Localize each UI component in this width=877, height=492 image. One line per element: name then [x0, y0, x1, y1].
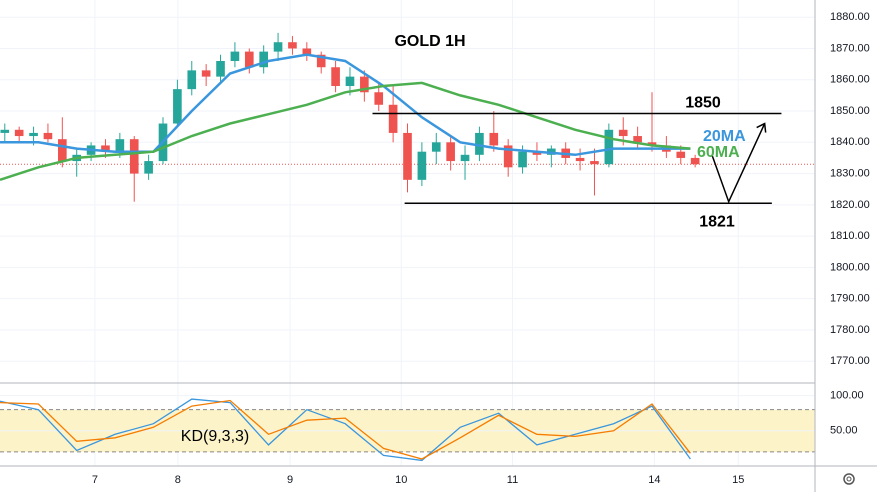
y-tick-label: 1810.00 [830, 230, 870, 242]
candle-body [58, 139, 67, 162]
candle-body [173, 89, 182, 124]
candle-body [316, 54, 326, 68]
candle-body [431, 142, 441, 152]
arrow-head [756, 122, 767, 133]
candle-body [115, 139, 125, 152]
y-tick-label: 50.00 [830, 425, 858, 437]
x-tick-label: 11 [507, 474, 518, 486]
grid [0, 0, 815, 466]
x-tick-label: 9 [287, 474, 293, 486]
y-tick-label: 1860.00 [830, 74, 870, 86]
y-tick-label: 1820.00 [830, 199, 870, 211]
candle-body [302, 48, 312, 55]
candle-body [14, 129, 24, 137]
candle-body [230, 51, 240, 61]
candle-body [575, 157, 585, 162]
candle-body [460, 154, 470, 162]
y-tick-label: 1790.00 [830, 293, 870, 305]
y-tick-label: 1840.00 [830, 136, 870, 148]
settings-icon[interactable] [843, 473, 855, 485]
x-tick-label: 7 [92, 474, 98, 486]
ma-line [0, 53, 691, 157]
legend-entry: 60MA [697, 144, 740, 161]
candle-body [129, 139, 139, 174]
candle-body [489, 132, 499, 146]
candle-body [417, 151, 427, 180]
y-tick-label: 1780.00 [830, 324, 870, 336]
candle-body [590, 161, 599, 165]
candle-body [633, 136, 642, 143]
candle-body [259, 51, 268, 68]
candle-body [604, 129, 614, 165]
candle-body [0, 129, 10, 133]
candle-body [101, 145, 110, 152]
chart-title: GOLD 1H [394, 33, 465, 50]
y-tick-label: 1880.00 [830, 11, 870, 23]
candle-body [345, 76, 355, 87]
candle-body [403, 132, 412, 180]
candle-body [360, 76, 369, 93]
candle-body [475, 132, 484, 155]
candle-body [647, 142, 657, 146]
candle-body [374, 92, 384, 105]
candle-body [288, 42, 297, 49]
x-tick-label: 8 [175, 474, 181, 486]
candle-body [676, 151, 686, 158]
candle-body [187, 70, 197, 90]
candle-body [388, 104, 398, 133]
y-tick-label: 1800.00 [830, 261, 870, 273]
level-label: 1850 [685, 95, 721, 112]
level-label: 1821 [699, 214, 735, 231]
candle-body [532, 151, 542, 155]
y-tick-label: 1770.00 [830, 355, 870, 367]
candle-body [503, 145, 513, 168]
x-tick-label: 15 [732, 474, 744, 486]
ma-line [0, 399, 691, 460]
projection-arrow [711, 123, 766, 204]
candle-body [43, 132, 53, 140]
candle-body [273, 42, 283, 52]
kd-title: KD(9,3,3) [181, 428, 249, 445]
y-tick-label: 1830.00 [830, 167, 870, 179]
ma-line [0, 81, 691, 181]
candle-body [331, 67, 340, 87]
candle-body [216, 60, 225, 77]
x-tick-label: 14 [648, 474, 660, 486]
candle-body [518, 151, 527, 168]
candle-body [201, 70, 211, 77]
ma-line [0, 398, 691, 462]
y-tick-label: 1870.00 [830, 42, 870, 54]
legend-entry: 20MA [703, 128, 746, 145]
candle-body [446, 142, 455, 162]
y-tick-label: 100.00 [830, 389, 864, 401]
candle-body [690, 157, 700, 165]
candle-body [618, 129, 628, 137]
candle-body [29, 132, 38, 137]
candle-body [144, 161, 153, 174]
candle-body [244, 51, 254, 68]
y-tick-label: 1850.00 [830, 105, 870, 117]
x-tick-label: 10 [395, 474, 407, 486]
